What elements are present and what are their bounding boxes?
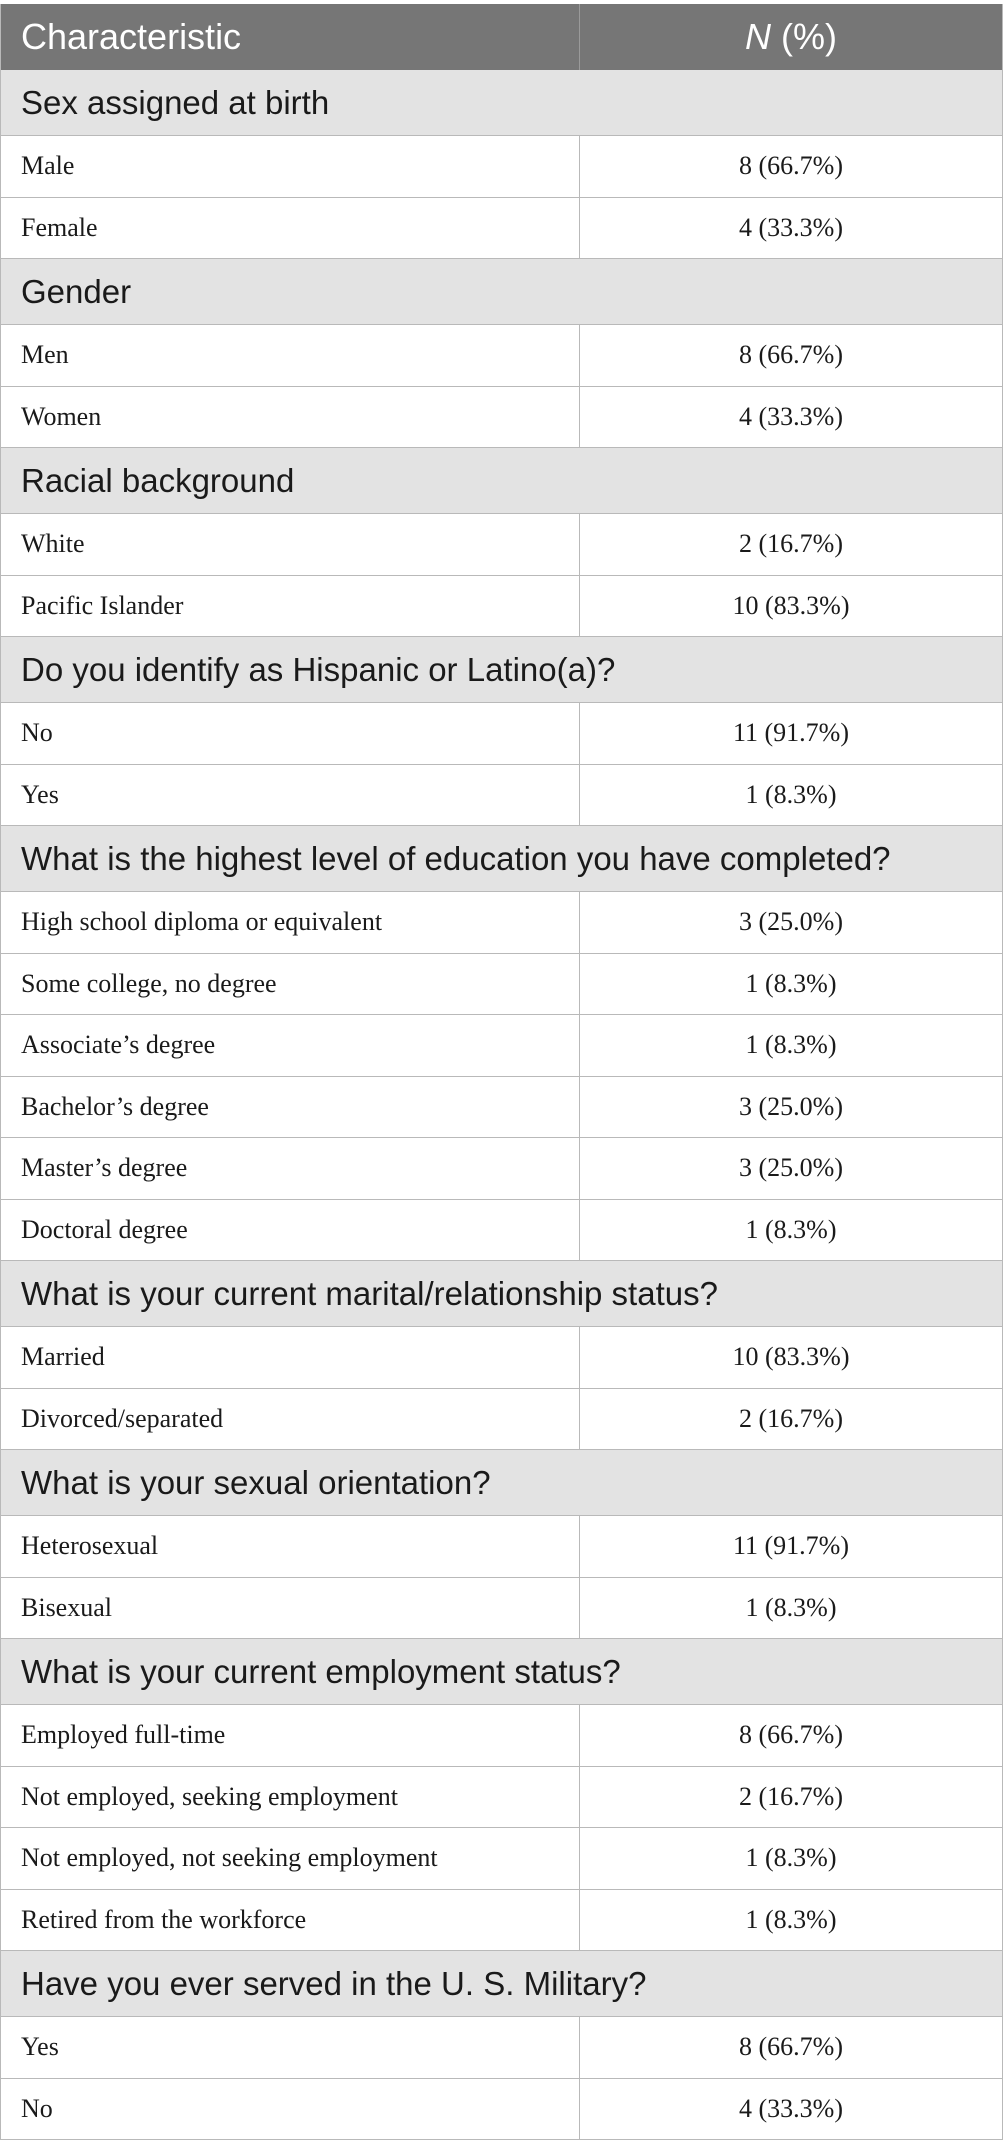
table-row: Associate’s degree 1 (8.3%)	[1, 1015, 1002, 1077]
row-value: 3 (25.0%)	[739, 907, 843, 937]
header-n-symbol: N	[745, 16, 771, 57]
row-value: 1 (8.3%)	[745, 1030, 837, 1060]
section-row: Do you identify as Hispanic or Latino(a)…	[1, 637, 1002, 703]
table-row: No 4 (33.3%)	[1, 2078, 1002, 2140]
row-label: Yes	[1, 764, 580, 825]
row-label: Divorced/separated	[1, 1388, 580, 1449]
row-label: Heterosexual	[1, 1516, 580, 1577]
section-row: Gender	[1, 259, 1002, 325]
section-row: What is your current marital/relationshi…	[1, 1261, 1002, 1327]
table-row: Retired from the workforce 1 (8.3%)	[1, 1889, 1002, 1951]
section-row: Have you ever served in the U. S. Milita…	[1, 1951, 1002, 2017]
row-label: Retired from the workforce	[1, 1889, 580, 1950]
section-title: Sex assigned at birth	[21, 83, 330, 121]
table-row: Yes 1 (8.3%)	[1, 764, 1002, 826]
row-value: 1 (8.3%)	[745, 1592, 837, 1622]
table-row: Married 10 (83.3%)	[1, 1327, 1002, 1389]
section-row: Racial background	[1, 448, 1002, 514]
row-value: 1 (8.3%)	[745, 1904, 837, 1934]
table-row: Female 4 (33.3%)	[1, 197, 1002, 259]
row-label: White	[1, 514, 580, 575]
section-row: What is the highest level of education y…	[1, 826, 1002, 892]
section-title: What is your current marital/relationshi…	[21, 1274, 718, 1312]
row-value: 4 (33.3%)	[739, 401, 843, 431]
row-value: 1 (8.3%)	[745, 1214, 837, 1244]
table-row: High school diploma or equivalent 3 (25.0…	[1, 892, 1002, 954]
row-label: High school diploma or equivalent	[1, 892, 580, 953]
table-header-row: Characteristic N (%)	[1, 4, 1002, 70]
row-label: Men	[1, 325, 580, 386]
header-n-percent: N (%)	[580, 4, 1002, 70]
row-label: No	[1, 703, 580, 764]
table-row: Master’s degree 3 (25.0%)	[1, 1138, 1002, 1200]
section-row: Sex assigned at birth	[1, 70, 1002, 136]
table-row: Pacific Islander 10 (83.3%)	[1, 575, 1002, 637]
row-value: 4 (33.3%)	[739, 2093, 843, 2123]
table-row: Men 8 (66.7%)	[1, 325, 1002, 387]
section-row: What is your sexual orientation?	[1, 1450, 1002, 1516]
row-label: Pacific Islander	[1, 575, 580, 636]
section-title: Have you ever served in the U. S. Milita…	[21, 1964, 647, 2002]
row-label: No	[1, 2078, 580, 2139]
section-title: Do you identify as Hispanic or Latino(a)…	[21, 650, 616, 688]
table-row: Yes 8 (66.7%)	[1, 2017, 1002, 2079]
table-row: Male 8 (66.7%)	[1, 136, 1002, 198]
table-row: Not employed, seeking employment 2 (16.7%…	[1, 1766, 1002, 1828]
row-value: 8 (66.7%)	[739, 2032, 843, 2062]
row-value: 10 (83.3%)	[732, 590, 850, 620]
row-value: 1 (8.3%)	[745, 968, 837, 998]
header-percent-label: (%)	[771, 16, 837, 57]
row-value: 2 (16.7%)	[739, 1403, 843, 1433]
row-label: Women	[1, 386, 580, 447]
row-label: Male	[1, 136, 580, 197]
row-value: 1 (8.3%)	[745, 779, 837, 809]
table-row: No 11 (91.7%)	[1, 703, 1002, 765]
demographics-table: Characteristic N (%) Sex assigned at bir…	[0, 4, 1003, 2140]
table-row: Women 4 (33.3%)	[1, 386, 1002, 448]
row-label: Some college, no degree	[1, 953, 580, 1014]
row-label: Master’s degree	[1, 1138, 580, 1199]
row-label: Not employed, seeking employment	[1, 1766, 580, 1827]
table-row: Some college, no degree 1 (8.3%)	[1, 953, 1002, 1015]
row-label: Married	[1, 1327, 580, 1388]
table-row: Not employed, not seeking employment 1 (8…	[1, 1828, 1002, 1890]
table-row: Employed full-time 8 (66.7%)	[1, 1705, 1002, 1767]
row-value: 3 (25.0%)	[739, 1091, 843, 1121]
row-value: 2 (16.7%)	[739, 529, 843, 559]
section-title: What is your current employment status?	[21, 1652, 621, 1690]
table-row: Doctoral degree 1 (8.3%)	[1, 1199, 1002, 1261]
row-value: 11 (91.7%)	[732, 718, 849, 748]
row-value: 11 (91.7%)	[732, 1531, 849, 1561]
row-label: Bisexual	[1, 1577, 580, 1638]
row-label: Not employed, not seeking employment	[1, 1828, 580, 1889]
row-value: 8 (66.7%)	[739, 340, 843, 370]
section-row: What is your current employment status?	[1, 1639, 1002, 1705]
row-label: Doctoral degree	[1, 1199, 580, 1260]
row-label: Bachelor’s degree	[1, 1076, 580, 1137]
row-label: Employed full-time	[1, 1705, 580, 1766]
header-characteristic: Characteristic	[1, 4, 580, 70]
table-row: Heterosexual 11 (91.7%)	[1, 1516, 1002, 1578]
row-label: Female	[1, 197, 580, 258]
section-title: What is your sexual orientation?	[21, 1463, 491, 1501]
table-row: Bachelor’s degree 3 (25.0%)	[1, 1076, 1002, 1138]
row-value: 8 (66.7%)	[739, 151, 843, 181]
row-value: 2 (16.7%)	[739, 1781, 843, 1811]
table-row: Bisexual 1 (8.3%)	[1, 1577, 1002, 1639]
table-body: Sex assigned at birth Male 8 (66.7%) Female…	[1, 70, 1002, 2140]
section-title: Racial background	[21, 461, 295, 499]
row-value: 10 (83.3%)	[732, 1342, 850, 1372]
table-row: White 2 (16.7%)	[1, 514, 1002, 576]
table-row: Divorced/separated 2 (16.7%)	[1, 1388, 1002, 1450]
row-value: 4 (33.3%)	[739, 212, 843, 242]
section-title: What is the highest level of education y…	[21, 839, 891, 877]
section-title: Gender	[21, 272, 132, 310]
row-label: Yes	[1, 2017, 580, 2078]
row-value: 8 (66.7%)	[739, 1720, 843, 1750]
row-value: 1 (8.3%)	[745, 1843, 837, 1873]
row-label: Associate’s degree	[1, 1015, 580, 1076]
row-value: 3 (25.0%)	[739, 1153, 843, 1183]
